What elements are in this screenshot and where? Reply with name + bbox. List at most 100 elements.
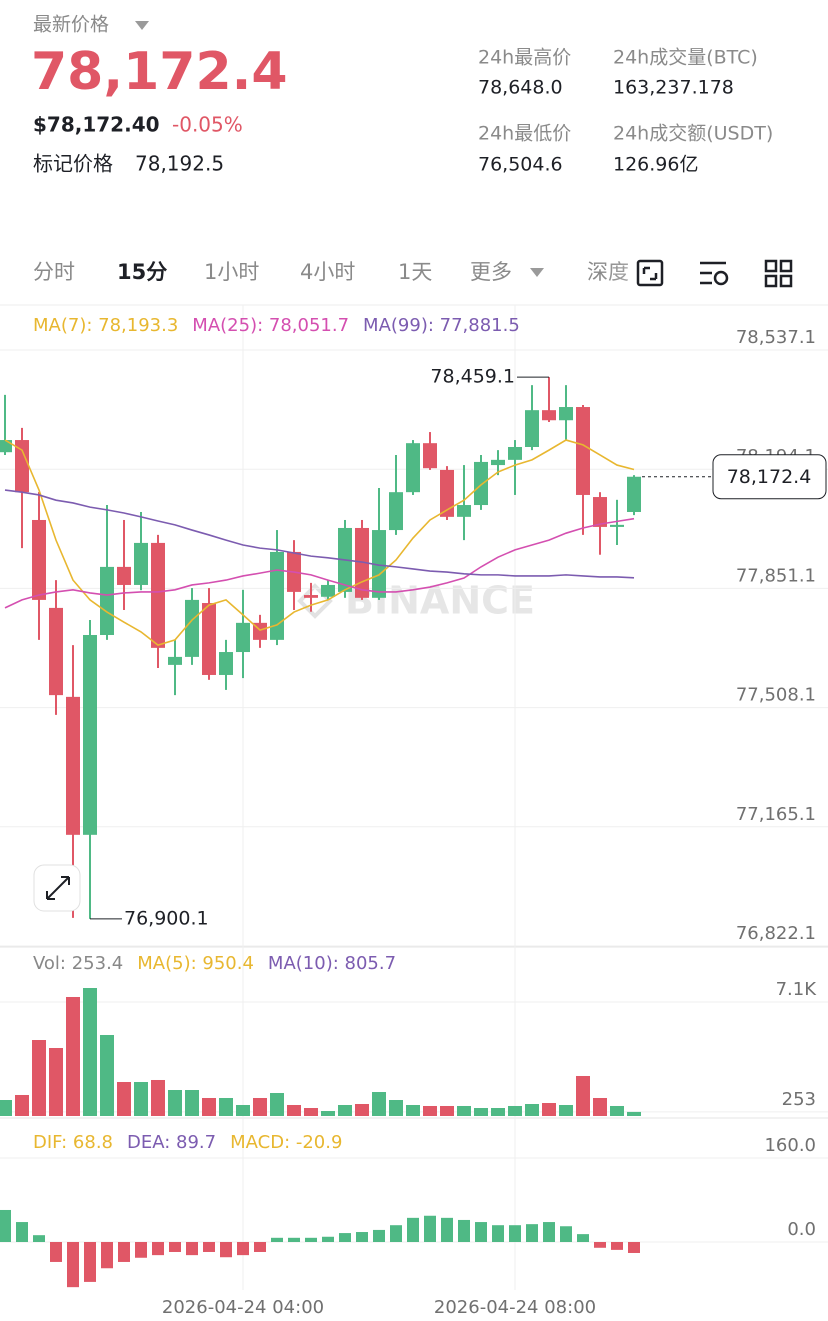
annotation: 76,900.1 <box>124 907 209 929</box>
candle-body <box>304 595 318 598</box>
candle-body <box>0 440 12 453</box>
legend-entry: DEA: 89.7 <box>127 1132 216 1153</box>
last-price-box <box>712 454 827 500</box>
volume-bar <box>270 1093 284 1116</box>
macd-bar <box>373 1229 385 1243</box>
legend-entry: Vol: 253.4 <box>33 953 123 974</box>
icon-part <box>642 266 658 281</box>
volume-bar <box>355 1104 369 1116</box>
candle-body <box>15 440 29 493</box>
tab[interactable]: 1小时 <box>204 260 259 284</box>
macd-bar <box>594 1242 606 1248</box>
volume-bar <box>100 1034 114 1116</box>
tab[interactable]: 1天 <box>398 260 432 284</box>
volume-bar <box>287 1104 301 1116</box>
volume-bar <box>219 1097 233 1116</box>
macd-bar <box>288 1237 300 1243</box>
price-label[interactable]: 最新价格 <box>33 14 109 36</box>
icon-chart-settings[interactable] <box>636 259 664 287</box>
legend-entry: MA(25): 78,051.7 <box>192 315 349 336</box>
volume-bar <box>525 1104 539 1116</box>
stat-label: 24h最低价 <box>478 123 571 145</box>
candle-body <box>627 476 641 512</box>
volume-bar <box>117 1082 131 1116</box>
volume-bar <box>610 1105 624 1116</box>
legend-entry: MA(7): 78,193.3 <box>33 315 178 336</box>
icon-part <box>764 274 778 288</box>
volume-bar <box>202 1097 216 1116</box>
volume-bar <box>627 1111 641 1116</box>
volume-bar <box>0 1100 12 1116</box>
candle-body <box>134 542 148 585</box>
candle-body <box>491 459 505 466</box>
volume-bar <box>168 1089 182 1116</box>
mark-price: 78,192.5 <box>135 152 224 176</box>
volume-bar <box>423 1105 437 1116</box>
volume-bar <box>389 1100 403 1116</box>
icon-part <box>779 259 793 273</box>
legend-entry: MA(99): 77,881.5 <box>363 315 520 336</box>
macd-bar <box>560 1226 572 1243</box>
macd-bar <box>186 1242 198 1256</box>
macd-bar <box>101 1242 113 1269</box>
macd-bar <box>356 1232 368 1243</box>
volume-bar <box>372 1092 386 1116</box>
y-tick-label: 77,851.1 <box>736 565 816 586</box>
volume-bar <box>593 1097 607 1116</box>
candle-body <box>49 607 63 696</box>
ma-line <box>4 517 635 609</box>
macd-bar <box>424 1215 436 1243</box>
y-tick-label: 76,822.1 <box>736 923 816 944</box>
tab[interactable]: 4小时 <box>300 260 355 284</box>
stat-label: 24h成交量(BTC) <box>613 47 758 69</box>
y-tick-label: 160.0 <box>764 1135 816 1156</box>
ma-line <box>4 439 635 646</box>
tab-active[interactable]: 15分 <box>117 260 167 284</box>
candle-body <box>236 622 250 653</box>
macd-bar <box>118 1242 130 1262</box>
icon-indicators[interactable] <box>700 261 726 285</box>
macd-bar <box>67 1242 79 1288</box>
volume-bar <box>83 988 97 1116</box>
candle-body <box>474 461 488 506</box>
tab-fade <box>600 250 828 295</box>
candle-body <box>219 652 233 675</box>
annotation: 78,459.1 <box>430 366 515 388</box>
candle-body <box>372 530 386 598</box>
volume-bar <box>321 1111 335 1116</box>
candle-body <box>117 566 131 585</box>
usd-price: $78,172.40 <box>33 113 160 137</box>
macd-bar <box>169 1242 181 1252</box>
volume-bar <box>253 1097 267 1116</box>
volume-bar <box>508 1105 522 1116</box>
icon-layout[interactable] <box>764 259 778 273</box>
volume-bar <box>457 1105 471 1116</box>
volume-bar <box>236 1104 250 1116</box>
y-tick-label: 0.0 <box>787 1219 816 1240</box>
volume-bar <box>440 1105 454 1116</box>
tab[interactable]: 分时 <box>33 260 75 284</box>
candle-body <box>32 519 46 600</box>
macd-bar <box>628 1242 640 1253</box>
ma-line <box>4 489 635 579</box>
volume-bar <box>15 1094 29 1116</box>
macd-bar <box>237 1242 249 1256</box>
stat-label: 24h成交额(USDT) <box>613 123 773 145</box>
icon-part <box>779 274 793 288</box>
dropdown-icon[interactable] <box>135 21 149 30</box>
macd-bar <box>135 1242 147 1258</box>
more-icon[interactable] <box>530 268 544 277</box>
volume-bar <box>406 1104 420 1116</box>
x-tick-label: 2026-04-24 04:00 <box>162 1297 324 1318</box>
x-tick-label: 2026-04-24 08:00 <box>434 1297 596 1318</box>
macd-bar <box>16 1222 28 1243</box>
expand-button[interactable] <box>33 864 81 912</box>
macd-bar <box>458 1219 470 1243</box>
candle-body <box>202 603 216 675</box>
candle-body <box>406 443 420 493</box>
candle-body <box>593 497 607 527</box>
tab[interactable]: 更多 <box>470 260 512 284</box>
macd-bar <box>526 1224 538 1243</box>
candle-body <box>423 443 437 469</box>
macd-bar <box>322 1236 334 1243</box>
